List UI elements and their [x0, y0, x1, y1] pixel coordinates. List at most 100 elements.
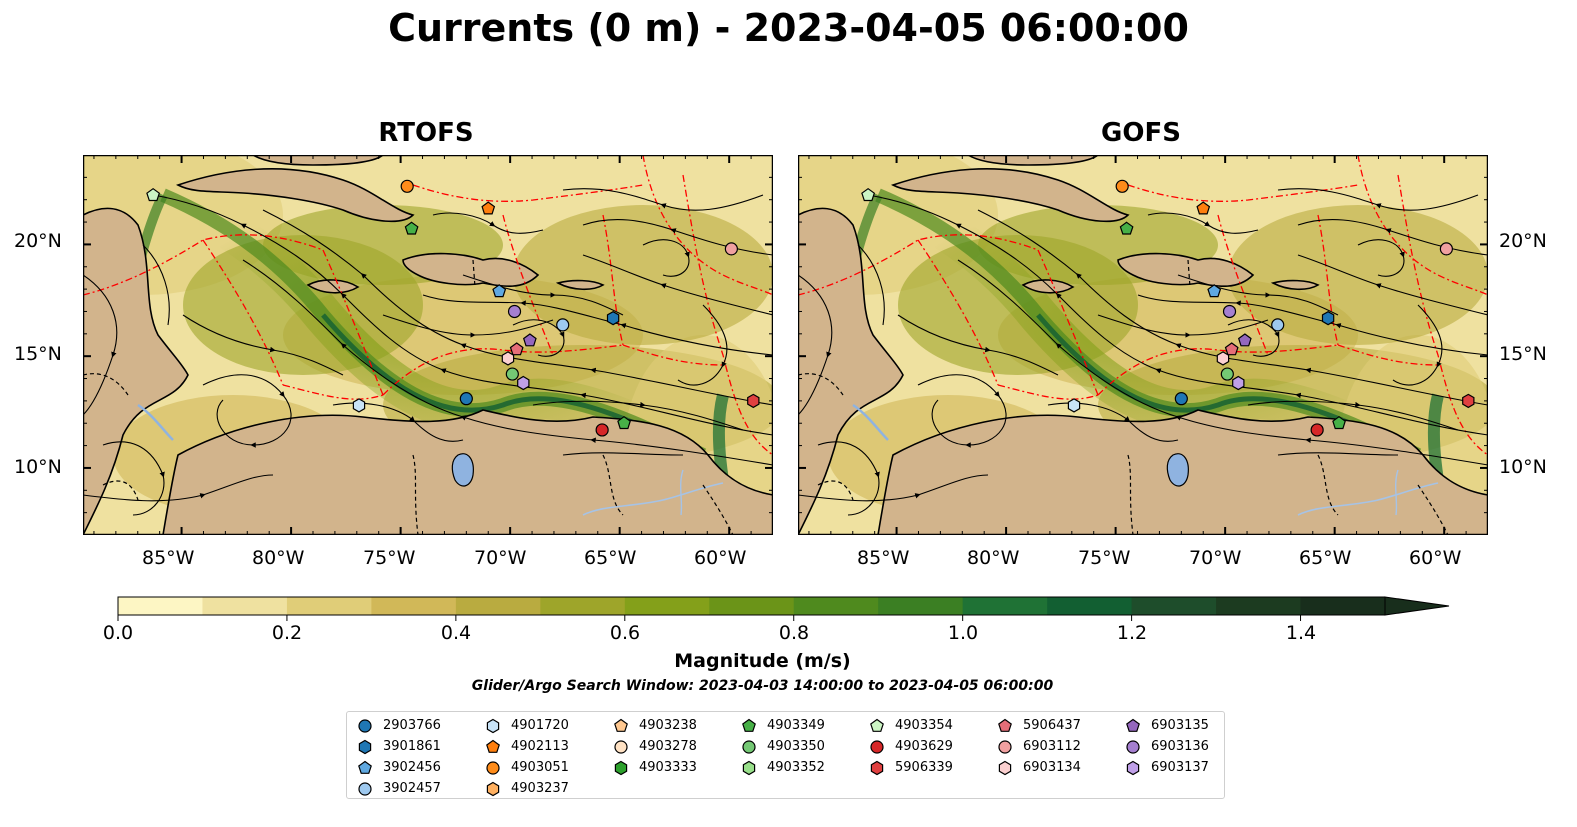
legend-entry: 4903238 — [613, 715, 697, 736]
legend-marker — [486, 739, 500, 753]
lat-label-10n-right: 10°N — [1499, 456, 1547, 478]
central-america-landmass — [798, 207, 904, 535]
lon-label-85w-rtofs: 85°W — [142, 547, 195, 569]
pentagon-marker-icon — [1126, 718, 1140, 732]
lon-label-70w-rtofs: 70°W — [474, 547, 527, 569]
float-marker — [1232, 375, 1245, 391]
lat-label-15n-right: 15°N — [1499, 343, 1547, 365]
float-marker — [1321, 311, 1335, 326]
lat-label-10n-left: 10°N — [14, 456, 62, 478]
float-marker — [1196, 201, 1211, 215]
legend-label: 5906339 — [895, 760, 953, 775]
float-marker — [1222, 304, 1237, 319]
colorbar-segment — [455, 597, 541, 615]
map-svg-rtofs — [83, 155, 773, 535]
float-marker — [1220, 367, 1234, 381]
legend-label: 6903137 — [1151, 760, 1209, 775]
legend-label: 3902457 — [383, 781, 441, 796]
colorbar: 0.0 0.2 0.4 0.6 0.8 1.0 1.2 1.4 — [0, 590, 1577, 670]
legend-column: 4903354 4903629 5906339 — [869, 715, 953, 778]
float-marker — [1174, 392, 1188, 406]
lon-label-70w-gofs: 70°W — [1189, 547, 1242, 569]
colorbar-tick-7: 1.4 — [1285, 622, 1317, 644]
hexagon-marker-icon — [486, 718, 500, 733]
legend-label: 4901720 — [511, 718, 569, 733]
legend-entry: 6903135 — [1125, 715, 1209, 736]
float-marker — [724, 242, 738, 256]
float-marker — [146, 187, 161, 202]
colorbar-segment — [709, 597, 795, 615]
legend-entry: 4903278 — [613, 736, 697, 757]
float-legend: 2903766 3901861 3902456 3902457 4901720 49021… — [346, 711, 1225, 799]
legend-column: 5906437 6903112 6903134 — [997, 715, 1081, 778]
legend-marker — [870, 739, 884, 754]
legend-entry: 4903051 — [485, 757, 569, 778]
legend-marker — [358, 781, 372, 796]
colorbar-tick-5: 1.0 — [947, 622, 979, 644]
legend-entry: 4903237 — [485, 778, 569, 799]
float-marker — [1119, 221, 1134, 235]
float-marker — [617, 415, 631, 430]
lon-label-65w-rtofs: 65°W — [584, 547, 637, 569]
pentagon-marker-icon — [486, 739, 500, 753]
float-marker — [1462, 393, 1475, 409]
float-marker — [1237, 333, 1252, 347]
pentagon-marker-icon — [998, 718, 1012, 732]
float-marker — [505, 367, 519, 381]
hexagon-marker-icon — [998, 760, 1012, 775]
hexagon-marker-icon — [614, 760, 628, 775]
lon-label-80w-gofs: 80°W — [967, 547, 1020, 569]
legend-label: 5906437 — [1023, 718, 1081, 733]
float-marker — [747, 393, 760, 409]
legend-entry: 4903629 — [869, 736, 953, 757]
legend-label: 2903766 — [383, 718, 441, 733]
legend-marker — [870, 760, 884, 775]
legend-entry: 3902457 — [357, 778, 441, 799]
circle-marker-icon — [1126, 739, 1140, 754]
float-marker — [459, 392, 473, 406]
legend-entry: 4903354 — [869, 715, 953, 736]
lon-label-60w-rtofs: 60°W — [694, 547, 747, 569]
search-window-text: Glider/Argo Search Window: 2023-04-03 14… — [471, 678, 1054, 694]
float-marker — [522, 333, 537, 347]
hexagon-marker-icon — [486, 781, 500, 796]
figure-title: Currents (0 m) - 2023-04-05 06:00:00 — [388, 6, 1189, 50]
lon-label-80w-rtofs: 80°W — [252, 547, 305, 569]
legend-entry: 6903137 — [1125, 757, 1209, 778]
colorbar-segment — [878, 597, 964, 615]
circle-marker-icon — [742, 739, 756, 754]
legend-marker — [742, 760, 756, 775]
colorbar-extend-arrow — [1384, 596, 1450, 616]
legend-column: 2903766 3901861 3902456 3902457 — [357, 715, 441, 799]
legend-label: 4903051 — [511, 760, 569, 775]
legend-marker — [998, 739, 1012, 754]
lon-label-65w-gofs: 65°W — [1299, 547, 1352, 569]
legend-marker — [358, 760, 372, 774]
legend-column: 4901720 4902113 4903051 4903237 — [485, 715, 569, 799]
circle-marker-icon — [486, 760, 500, 775]
pentagon-marker-icon — [358, 760, 372, 774]
colorbar-tick-4: 0.8 — [778, 622, 810, 644]
lat-label-20n-left: 20°N — [14, 230, 62, 252]
legend-marker — [1126, 718, 1140, 732]
float-marker — [1332, 415, 1346, 430]
legend-marker — [998, 718, 1012, 732]
legend-label: 3902456 — [383, 760, 441, 775]
float-marker — [352, 398, 366, 413]
legend-marker — [870, 718, 884, 732]
legend-marker — [1126, 739, 1140, 754]
legend-marker — [614, 760, 628, 775]
legend-marker — [998, 760, 1012, 775]
legend-label: 4903629 — [895, 739, 953, 754]
colorbar-segment — [793, 597, 879, 615]
panel-title-gofs: GOFS — [1101, 118, 1181, 148]
hexagon-marker-icon — [870, 760, 884, 775]
colorbar-segment — [371, 597, 457, 615]
lon-label-75w-rtofs: 75°W — [363, 547, 416, 569]
colorbar-segment — [1047, 597, 1133, 615]
legend-marker — [486, 781, 500, 796]
panel-title-rtofs: RTOFS — [378, 118, 474, 148]
legend-label: 6903136 — [1151, 739, 1209, 754]
float-marker — [400, 179, 414, 193]
hexagon-marker-icon — [742, 760, 756, 775]
